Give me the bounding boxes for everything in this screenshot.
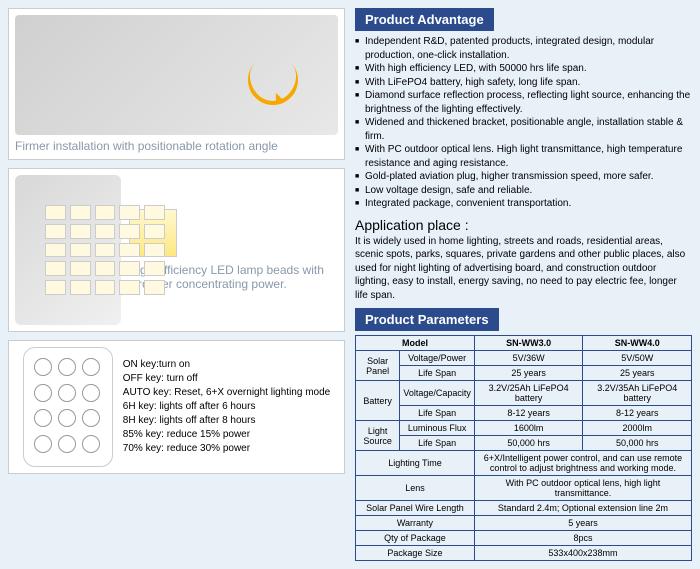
remote-description: ON key:turn onOFF key: turn offAUTO key:… [123,358,330,456]
advantage-item: Integrated package, convenient transport… [355,197,692,211]
remote-line: OFF key: turn off [123,372,330,386]
remote-line: 6H key: lights off after 6 hours [123,400,330,414]
remote-line: 8H key: lights off after 8 hours [123,414,330,428]
advantage-item: Gold-plated aviation plug, higher transm… [355,170,692,184]
advantage-item: Widened and thickened bracket, positiona… [355,116,692,143]
header-parameters: Product Parameters [355,308,499,331]
advantage-item: Low voltage design, safe and reliable. [355,184,692,198]
remote-line: 70% key: reduce 30% power [123,442,330,456]
app-text: It is widely used in home lighting, stre… [355,235,692,303]
remote-icon [23,347,113,467]
caption-bracket: Firmer installation with positionable ro… [15,139,278,153]
remote-line: AUTO key: Reset, 6+X overnight lighting … [123,386,330,400]
remote-line: ON key:turn on [123,358,330,372]
led-image: High-efficiency LED lamp beads with stro… [8,168,345,332]
bracket-image: Firmer installation with positionable ro… [8,8,345,160]
advantage-item: With PC outdoor optical lens. High light… [355,143,692,170]
advantage-item: Diamond surface reflection process, refl… [355,89,692,116]
advantage-item: With high efficiency LED, with 50000 hrs… [355,62,692,76]
parameters-table: ModelSN-WW3.0SN-WW4.0 Solar PanelVoltage… [355,335,692,561]
advantage-item: With LiFePO4 battery, high safety, long … [355,76,692,90]
advantage-list: Independent R&D, patented products, inte… [355,35,692,211]
remote-box: ON key:turn onOFF key: turn offAUTO key:… [8,340,345,474]
advantage-item: Independent R&D, patented products, inte… [355,35,692,62]
remote-line: 85% key: reduce 15% power [123,428,330,442]
header-advantage: Product Advantage [355,8,494,31]
app-title: Application place : [355,217,692,233]
